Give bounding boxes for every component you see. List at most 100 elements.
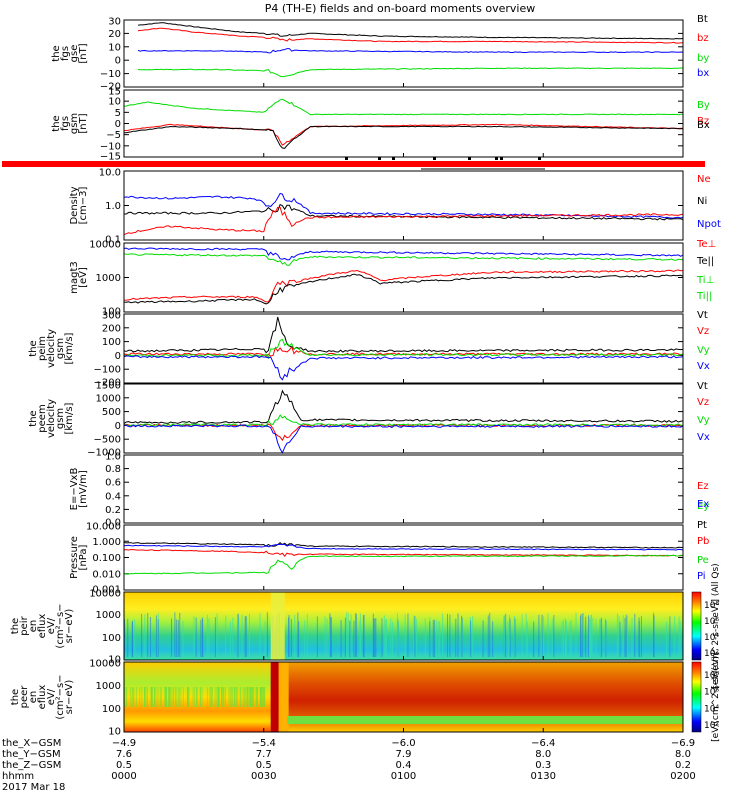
legend-ey: Ey [697, 501, 709, 512]
mode-bar-marker [468, 157, 471, 160]
xaxis-value: 0200 [670, 771, 695, 782]
legend-ez: Ez [697, 481, 709, 492]
y-tick-label: 15 [108, 87, 121, 98]
y-tick-label: −10 [100, 69, 121, 80]
y-axis-label: sr−eV) [64, 609, 75, 644]
xaxis-value: 7.9 [396, 749, 412, 760]
legend-vx: Vx [697, 361, 710, 372]
y-axis-label: gsm [69, 113, 80, 134]
y-tick-label: 1500 [96, 381, 121, 392]
y-tick-label: 0.8 [105, 464, 121, 475]
xaxis-value: 8.0 [675, 749, 691, 760]
series-bz-line [123, 123, 684, 146]
legend-vt: Vt [697, 381, 708, 392]
y-axis-label: [cm−3] [78, 187, 89, 225]
y-axis-label: (cm²−s− [55, 674, 66, 719]
y-tick-label: 300 [102, 311, 121, 322]
panel-frame [123, 524, 684, 591]
y-tick-label: 1.000 [92, 537, 121, 548]
legend-bz: Bz [697, 116, 709, 127]
legend-vy: Vy [697, 345, 710, 356]
series-vx-line [123, 355, 684, 381]
series-bt-line [137, 22, 684, 40]
series-bx-line [137, 48, 684, 54]
y-axis-label: [km/s] [64, 402, 75, 434]
series-te-line [123, 273, 684, 305]
mode-bar-marker [345, 157, 348, 160]
xaxis-value: 0130 [531, 771, 556, 782]
y-tick-label: 1.0 [105, 201, 121, 212]
y-tick-label: −500 [94, 435, 121, 446]
panel-frame [123, 383, 684, 454]
y-tick-label: 100 [102, 704, 121, 715]
mode-bar-red [2, 161, 705, 167]
y-tick-label: −200 [94, 378, 121, 389]
y-tick-label: −10 [100, 141, 121, 152]
y-axis-label: eflux [37, 614, 48, 639]
y-tick-label: 1000 [96, 681, 121, 692]
y-axis-label: magt3 [69, 261, 80, 294]
y-tick-label: −1000 [87, 448, 121, 459]
xaxis-value: −5.4 [252, 738, 276, 749]
xaxis-date: 2017 Mar 18 [2, 782, 65, 793]
y-tick-label: 100 [102, 307, 121, 318]
y-axis-label: gsm [55, 338, 66, 359]
legend-ti: Ti|| [696, 291, 712, 302]
heatmap-event [270, 662, 279, 732]
colorbar-tick-label: 10⁴ [704, 633, 719, 643]
y-axis-label: velocity [46, 399, 57, 438]
colorbar [691, 591, 702, 661]
y-axis-label: the [51, 115, 62, 131]
panel-density: 10.0 1.0 0.1 Density[cm−3] Ne Ni Npot [69, 168, 721, 246]
xaxis-value: 0100 [391, 771, 416, 782]
legend-pb: Pb [697, 536, 709, 547]
legend-vy: Vy [697, 415, 710, 426]
colorbar-tick-label: 10⁸ [704, 601, 719, 611]
legend-by: by [697, 53, 709, 64]
y-axis-label: peem [37, 404, 48, 432]
xaxis-row-label: the_Y−GSM [2, 749, 61, 760]
y-tick-label: 1000 [96, 393, 121, 404]
xaxis-value: 0.5 [116, 760, 132, 771]
y-axis-label: [nPa] [78, 544, 89, 570]
legend-bz: bz [697, 33, 709, 44]
series-te-line [123, 269, 684, 303]
y-tick-label: 10 [108, 655, 121, 666]
y-axis-label: sr−eV) [64, 680, 75, 715]
panel-pressure: 10.000 1.000 0.100 0.010 0.001 Pressure[nPa] P… [69, 520, 709, 596]
legend-vt: Vt [697, 310, 708, 321]
colorbar-tick-label: 10² [704, 649, 719, 659]
xaxis-value: −6.4 [531, 738, 555, 749]
xaxis-value: −4.9 [112, 738, 136, 749]
y-axis-label: [km/s] [64, 332, 75, 364]
legend-by: By [697, 100, 710, 111]
legend-ex: Ex [697, 499, 709, 510]
y-tick-label: 0 [115, 119, 121, 130]
legend-bt: Bt [697, 14, 708, 25]
panel-frame [123, 170, 684, 241]
y-axis-label: E=−VxB [69, 468, 80, 511]
y-tick-label: 5 [115, 108, 121, 119]
legend-ne: Ne [697, 174, 711, 185]
series-vt-line [123, 316, 684, 354]
y-tick-label: 0 [115, 421, 121, 432]
y-tick-label: −100 [94, 365, 121, 376]
y-tick-label: 0.100 [92, 553, 121, 564]
y-tick-label: 10.000 [86, 522, 121, 533]
plot-title: P4 (TH-E) fields and on-board moments ov… [265, 2, 536, 15]
y-tick-label: 0.001 [92, 585, 121, 596]
y-tick-label: 1.0 [105, 452, 121, 463]
y-axis-label: [nT] [78, 43, 89, 63]
legend-bx: bx [697, 68, 709, 79]
legend-te: Te|| [696, 256, 714, 267]
series-by-line [124, 98, 684, 116]
y-tick-label: 10.0 [99, 168, 121, 179]
panel-frame [123, 454, 684, 524]
mode-bar [2, 157, 705, 170]
legend-pt: Pt [697, 520, 707, 531]
y-tick-label: 20 [108, 29, 121, 40]
